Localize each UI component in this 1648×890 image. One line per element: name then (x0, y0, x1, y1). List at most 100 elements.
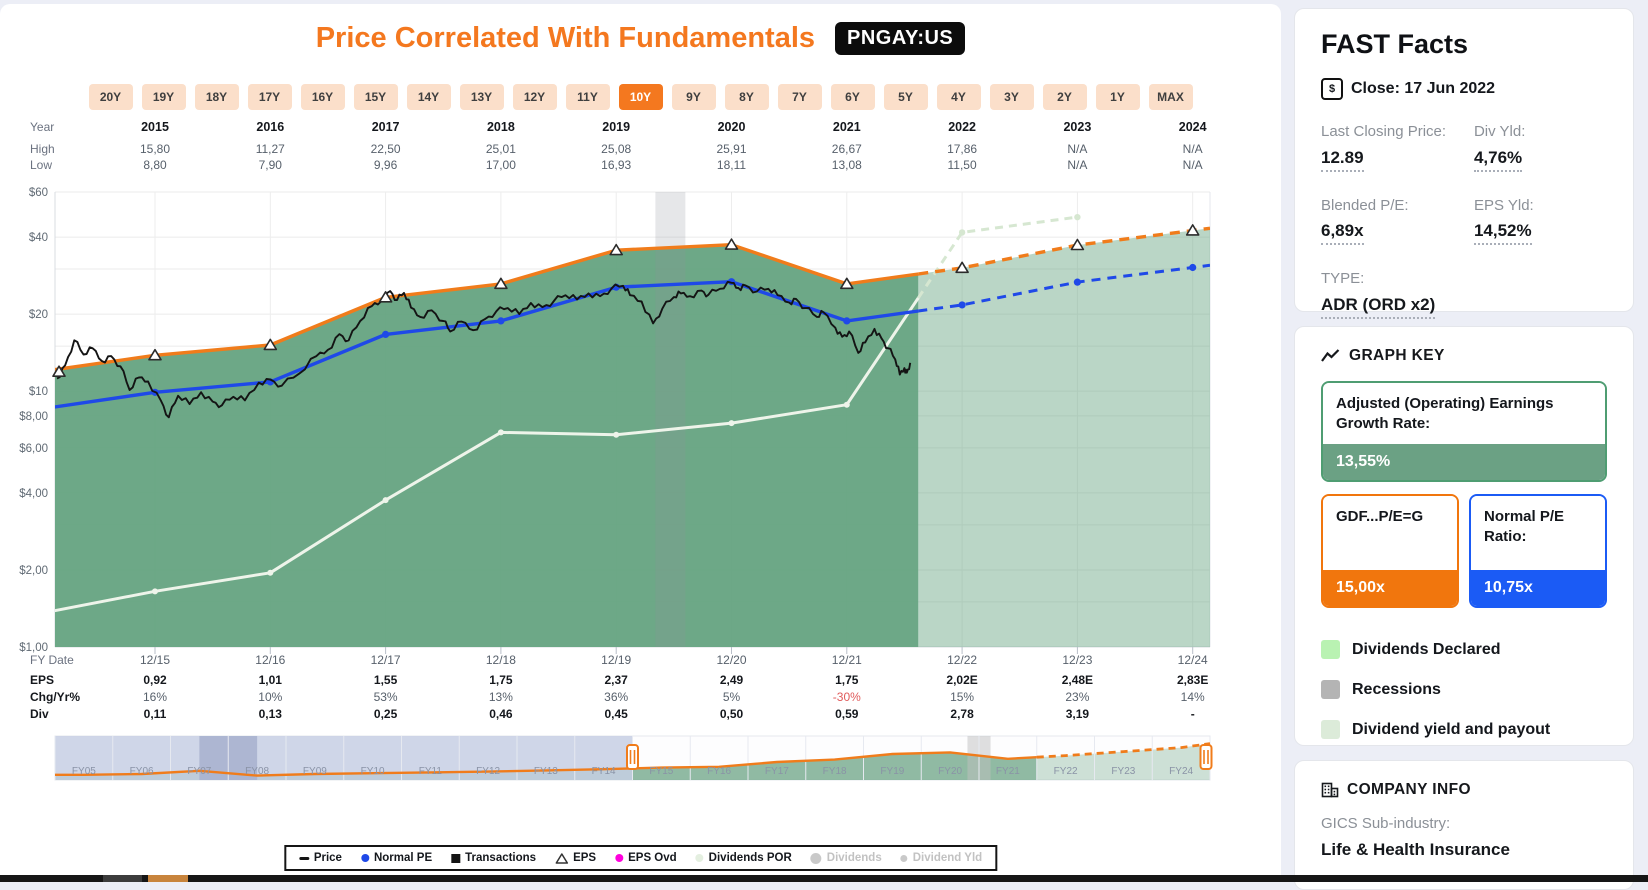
range-button-19y[interactable]: 19Y (141, 84, 186, 110)
eps-value: 1,75 (835, 673, 859, 687)
high-value: N/A (1067, 142, 1088, 156)
building-icon (1321, 782, 1339, 798)
year-header: 2023 (1063, 120, 1092, 134)
blended-pe-value[interactable]: 6,89x (1321, 221, 1364, 245)
price-chart[interactable]: $60 $40 $20 $10 $8,00 $6,00 $4,00 $2,00 $1,00 FY0… (0, 4, 1281, 804)
low-value: 8,80 (143, 158, 167, 172)
graph-key-title: GRAPH KEY (1349, 347, 1445, 364)
range-button-5y[interactable]: 5Y (883, 84, 928, 110)
field-blended-pe: Blended P/E: 6,89x (1321, 196, 1474, 245)
brush-earnings-line (55, 751, 1037, 777)
range-button-17y[interactable]: 17Y (247, 84, 292, 110)
div-yld-value[interactable]: 4,76% (1473, 148, 1523, 172)
range-button-2y[interactable]: 2Y (1042, 84, 1087, 110)
range-buttons: 20Y 19Y 18Y 17Y 16Y 15Y 14Y 13Y 12Y 11Y 10Y 9Y 8Y 7Y 6… (0, 84, 1281, 110)
brush-handle-right[interactable] (1199, 744, 1213, 770)
low-value: 18,11 (716, 158, 747, 172)
range-button-6y[interactable]: 6Y (830, 84, 875, 110)
fy-date: 12/16 (255, 653, 286, 667)
legend-item-normal-pe[interactable]: Normal PE (360, 852, 432, 864)
y-axis-label: $60 (29, 187, 48, 199)
company-info-card: COMPANY INFO GICS Sub-industry: Life & H… (1294, 760, 1634, 890)
range-button-9y[interactable]: 9Y (671, 84, 716, 110)
range-button-16y[interactable]: 16Y (300, 84, 345, 110)
brush-year-label: FY14 (592, 766, 616, 777)
last-close-label: Last Closing Price: (1321, 123, 1447, 140)
close-date: Close: 17 Jun 2022 (1351, 80, 1496, 97)
type-value[interactable]: ADR (ORD x2) (1321, 295, 1436, 319)
chg-value: 36% (604, 690, 629, 704)
range-button-4y[interactable]: 4Y (936, 84, 981, 110)
y-axis-label: $1,00 (19, 642, 48, 654)
low-value: 13,08 (831, 158, 862, 172)
div-value: 0,11 (143, 707, 167, 721)
title-row: Price Correlated With Fundamentals PNGAY… (0, 22, 1281, 55)
low-value: 16,93 (601, 158, 632, 172)
range-button-11y[interactable]: 11Y (565, 84, 610, 110)
field-type: TYPE: ADR (ORD x2) (1321, 269, 1474, 319)
key-swatch-row: Dividends Declared (1321, 640, 1607, 659)
bottom-bar (0, 875, 1648, 882)
range-button-14y[interactable]: 14Y (406, 84, 451, 110)
legend-item-eps[interactable]: EPS (555, 852, 596, 864)
brush-year-label: FY10 (361, 766, 385, 777)
brush-year-label: FY22 (1054, 766, 1078, 777)
gics-value[interactable]: Life & Health Insurance (1321, 840, 1510, 859)
range-button-7y[interactable]: 7Y (777, 84, 822, 110)
eps-yld-value[interactable]: 14,52% (1473, 221, 1532, 245)
range-button-3y[interactable]: 3Y (989, 84, 1034, 110)
high-value: 17,86 (947, 142, 978, 156)
high-value: 22,50 (370, 142, 401, 156)
eps-marker (955, 261, 969, 274)
div-value: 2,78 (950, 707, 974, 721)
bottom-bar-segment-gray (103, 875, 142, 882)
range-button-18y[interactable]: 18Y (194, 84, 239, 110)
year-header: 2015 (141, 120, 169, 134)
legend-item-dividend-yld[interactable]: Dividend Yld (900, 852, 982, 864)
eps-marker (1070, 238, 1085, 251)
legend-dot-icon (360, 854, 369, 862)
y-axis-label: $10 (29, 386, 48, 398)
fast-facts-card: FAST Facts $ Close: 17 Jun 2022 Last Clo… (1294, 8, 1634, 319)
y-axis-label: $8,00 (19, 411, 48, 423)
chg-value: -30% (832, 690, 861, 704)
range-button-20y[interactable]: 20Y (88, 84, 133, 110)
range-button-1y[interactable]: 1Y (1095, 84, 1140, 110)
range-button-8y[interactable]: 8Y (724, 84, 769, 110)
range-button-13y[interactable]: 13Y (459, 84, 504, 110)
range-button-12y[interactable]: 12Y (512, 84, 557, 110)
eps-marker (263, 338, 278, 351)
legend-item-dividends[interactable]: Dividends (810, 852, 882, 864)
legend-square-icon (451, 853, 461, 863)
range-button-15y[interactable]: 15Y (353, 84, 398, 110)
legend-item-price[interactable]: Price (298, 852, 342, 864)
company-info-header: COMPANY INFO (1321, 781, 1607, 799)
last-close-value[interactable]: 12.89 (1321, 148, 1364, 172)
fy-date: 12/21 (831, 653, 862, 667)
legend-item-transactions[interactable]: Transactions (451, 852, 536, 864)
brush-year-label: FY24 (1169, 766, 1193, 777)
earnings-area-forecast (918, 228, 1210, 647)
gdf-pe-card[interactable]: GDF...P/E=G 15,00x (1321, 494, 1459, 608)
growth-rate-value: 13,55% (1323, 444, 1605, 480)
legend-item-eps-ovd[interactable]: EPS Ovd (615, 852, 677, 864)
legend-item-dividends-por[interactable]: Dividends POR (695, 852, 792, 864)
brush-year-label: FY21 (996, 766, 1020, 777)
div-value: 0,46 (489, 707, 513, 721)
field-last-close: Last Closing Price: 12.89 (1321, 122, 1474, 172)
normal-pe-card[interactable]: Normal P/E Ratio: 10,75x (1469, 494, 1607, 608)
year-header: 2017 (371, 120, 400, 134)
year-header: 2024 (1178, 120, 1207, 134)
key-swatch-row: Dividend yield and payout (1321, 720, 1607, 739)
bottom-bar-segment-orange (148, 875, 188, 882)
legend-dash-icon (298, 856, 309, 860)
fy-date: 12/22 (947, 653, 978, 667)
range-button-10y[interactable]: 10Y (618, 84, 663, 110)
range-button-max[interactable]: MAX (1148, 84, 1193, 110)
brush-handle-left[interactable] (626, 744, 639, 770)
brush-area-historical (55, 752, 1037, 780)
close-row: $ Close: 17 Jun 2022 (1321, 78, 1607, 100)
brush-earnings-forecast-line (1036, 742, 1211, 759)
div-value: 3,19 (1065, 707, 1090, 721)
year-header: 2016 (256, 120, 285, 134)
